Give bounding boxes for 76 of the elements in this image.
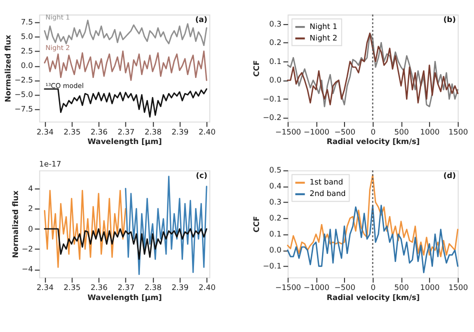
y-tick-label: 0.3 (269, 19, 282, 28)
x-tick-label: 2.35 (64, 127, 81, 136)
legend-label: 2nd band (310, 189, 346, 198)
y-tick-label: 0.3 (269, 198, 282, 207)
y-tick-label: −0.1 (262, 94, 282, 104)
x-tick-label: 1500 (448, 127, 468, 136)
y-tick-label: −7.5 (14, 104, 34, 114)
x-tick-label: 2.38 (144, 127, 162, 136)
y-tick-label: 0.1 (269, 230, 282, 239)
x-axis-title: Wavelength [μm] (88, 137, 162, 146)
line-series (286, 204, 458, 274)
x-tick-label: −1500 (275, 283, 302, 292)
x-tick-label: 2.36 (90, 283, 108, 292)
x-tick-label: 2.34 (36, 127, 54, 136)
y-tick-label: 0.5 (269, 166, 282, 175)
y-tick-label: 7.5 (20, 17, 34, 26)
x-tick-label: 0 (370, 127, 376, 136)
line-series (44, 190, 126, 268)
x-tick-label: 2.37 (118, 127, 135, 136)
x-tick-label: 2.37 (118, 283, 135, 292)
y-axis-title: Normalized flux (4, 34, 13, 102)
x-tick-label: −500 (334, 283, 356, 292)
x-tick-label: −1000 (304, 127, 330, 136)
x-tick-label: 2.35 (64, 283, 81, 292)
x-tick-label: 0 (370, 283, 376, 292)
y-axis-title: CCF (252, 60, 262, 77)
y-tick-label: −2 (22, 244, 34, 254)
x-tick-label: 500 (394, 283, 409, 292)
x-tick-label: −500 (334, 127, 356, 136)
x-axis-title: Radial velocity [km/s] (326, 137, 420, 146)
line-series (44, 50, 208, 81)
x-axis-title: Wavelength [μm] (88, 292, 162, 302)
y-tick-label: 0.0 (20, 61, 34, 70)
x-tick-label: 2.39 (172, 283, 189, 292)
legend-label: Night 2 (310, 33, 338, 42)
y-tick-label: −2.5 (14, 76, 34, 85)
x-tick-label: 2.34 (36, 283, 54, 292)
y-tick-label: −4 (22, 264, 34, 274)
y-tick-label: −0.1 (262, 262, 282, 271)
y-axis-title: CCF (252, 216, 262, 233)
x-tick-label: 2.40 (198, 127, 216, 136)
line-series (44, 88, 208, 118)
annotation: (d) (443, 170, 456, 180)
y-tick-label: 0.1 (269, 56, 282, 66)
y-tick-label: 2.5 (20, 46, 34, 56)
y-tick-label: 0.2 (269, 38, 282, 48)
line-series (286, 174, 458, 258)
x-tick-label: 2.40 (198, 283, 216, 292)
y-tick-label: −5.0 (14, 90, 34, 100)
annotation: (a) (195, 15, 208, 24)
legend-label: Night 1 (310, 22, 338, 31)
y-tick-label: −0.2 (262, 113, 282, 122)
x-tick-label: 2.39 (172, 127, 189, 136)
legend-label: 1st band (310, 178, 344, 187)
text: 1e-17 (39, 159, 62, 168)
y-tick-label: 4 (28, 184, 34, 193)
x-tick-label: −1500 (275, 127, 302, 136)
x-tick-label: 1000 (420, 283, 440, 292)
x-tick-label: −1000 (304, 283, 330, 292)
x-tick-label: 2.38 (144, 283, 162, 292)
y-tick-label: 0.4 (269, 182, 282, 191)
y-tick-label: 2 (28, 204, 34, 214)
y-tick-label: 0.2 (269, 214, 282, 223)
x-tick-label: 500 (394, 127, 409, 136)
y-tick-label: 0.0 (269, 246, 282, 255)
line-series (44, 228, 208, 260)
annotation: (b) (443, 15, 456, 24)
x-tick-label: 2.36 (90, 127, 108, 136)
x-tick-label: 1000 (420, 127, 440, 136)
x-tick-label: 1500 (448, 283, 468, 292)
y-tick-label: 0 (28, 224, 34, 234)
annotation: (c) (196, 170, 208, 180)
y-tick-label: 5.0 (20, 32, 34, 42)
y-tick-label: 0.0 (269, 76, 282, 85)
y-axis-title: Normalized flux (10, 190, 20, 258)
x-axis-title: Radial velocity [km/s] (326, 292, 420, 302)
